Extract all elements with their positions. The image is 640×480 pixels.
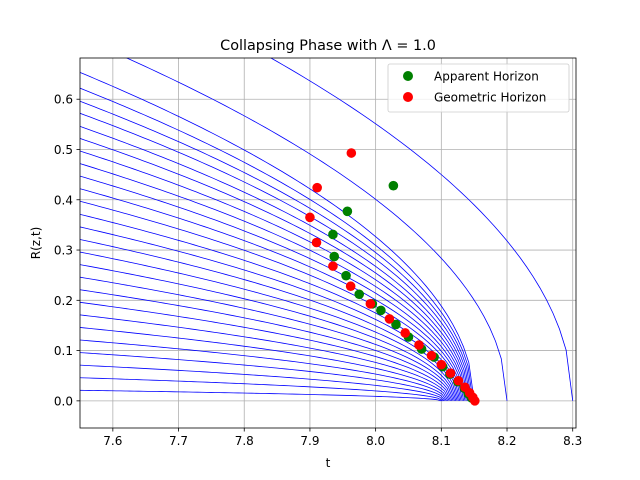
legend: Apparent Horizon Geometric Horizon	[387, 63, 570, 113]
trajectory-curve-23	[80, 339, 447, 402]
geometric-horizon-point	[414, 340, 424, 350]
trajectory-curve-25	[80, 364, 445, 402]
trajectory-curve-6	[80, 125, 470, 401]
legend-box	[387, 63, 570, 113]
trajectory-curve-3	[80, 87, 474, 401]
geometric-horizon-point	[328, 261, 338, 271]
x-tick-label: 7.9	[300, 434, 319, 448]
apparent-horizon-point	[376, 305, 386, 316]
trajectory-curves	[80, 58, 574, 402]
y-axis-label: R(z,t)	[29, 227, 43, 260]
grid	[80, 58, 576, 428]
apparent-horizon-point	[328, 229, 338, 240]
geometric-horizon-point	[346, 148, 357, 158]
trajectory-curve-17	[80, 264, 455, 401]
x-tick-label: 7.8	[235, 434, 254, 448]
y-tick-label: 0.0	[54, 394, 73, 408]
geometric-horizon-point	[384, 314, 395, 324]
geometric-horizon-point	[312, 182, 322, 193]
y-tick-label: 0.4	[54, 193, 73, 207]
geometric-horizon-point	[311, 237, 322, 248]
geometric-horizon-point	[365, 299, 376, 309]
geometric-horizon-point	[305, 212, 315, 223]
geometric-horizon-point	[436, 359, 447, 370]
trajectory-curve-22	[80, 327, 449, 402]
apparent-horizon-point	[354, 289, 365, 300]
trajectory-curve-11	[80, 188, 463, 401]
y-tick-label: 0.1	[54, 344, 73, 358]
axis-ticks: 7.6 7.7 7.8 7.9 8.0 8.1 8.2 8.3 0.0 0.1 0.2 0.3 0.4 0…	[54, 93, 582, 448]
chart-title: Collapsing Phase with Λ = 1.0	[220, 38, 436, 54]
x-tick-label: 7.7	[169, 434, 188, 448]
geometric-horizon-point	[400, 328, 410, 338]
trajectory-curve-21	[80, 314, 450, 402]
legend-marker-apparent-horizon	[403, 71, 413, 81]
trajectory-curve-27	[80, 389, 442, 402]
legend-label-apparent-horizon: Apparent Horizon	[434, 70, 539, 84]
trajectory-curve-19	[80, 289, 453, 401]
trajectory-curve-12	[80, 200, 462, 401]
x-tick-label: 7.6	[103, 434, 122, 448]
geometric-horizon-point	[445, 368, 456, 379]
trajectory-curve-18	[80, 276, 454, 401]
trajectory-curve-2	[80, 71, 475, 401]
geometric-horizon-point	[345, 281, 356, 292]
apparent-horizon-point	[341, 270, 351, 281]
y-tick-label: 0.5	[54, 143, 73, 157]
geometric-horizon-point	[453, 375, 464, 386]
apparent-horizon-point	[391, 319, 401, 330]
horizon-points	[305, 148, 480, 406]
y-tick-label: 0.6	[54, 93, 73, 107]
geometric-horizon-point	[470, 396, 480, 406]
trajectory-curve-9	[80, 163, 466, 401]
trajectory-curve-16	[80, 251, 457, 401]
trajectory-curve-8	[80, 150, 467, 401]
trajectory-curve-24	[80, 352, 446, 402]
trajectory-curve-15	[80, 239, 458, 401]
trajectory-curve-0	[270, 58, 574, 401]
trajectory-curve-5	[80, 112, 471, 401]
trajectory-curve-1	[125, 58, 508, 401]
geometric-horizon-point	[426, 350, 437, 361]
trajectory-curve-26	[80, 377, 443, 402]
x-tick-label: 8.1	[432, 434, 451, 448]
y-tick-label: 0.3	[54, 244, 73, 258]
x-tick-label: 8.2	[497, 434, 516, 448]
apparent-horizon-point	[329, 251, 340, 262]
legend-label-geometric-horizon: Geometric Horizon	[434, 91, 546, 105]
x-tick-label: 8.3	[563, 434, 582, 448]
x-axis-label: t	[326, 456, 331, 470]
trajectory-curve-4	[80, 100, 472, 401]
apparent-horizon-point	[388, 180, 399, 191]
trajectory-curve-7	[80, 138, 468, 401]
legend-marker-geometric-horizon	[403, 92, 413, 102]
y-tick-label: 0.2	[54, 294, 73, 308]
trajectory-curve-14	[80, 226, 459, 401]
trajectory-curve-20	[80, 301, 451, 402]
plot-frame	[79, 57, 577, 429]
apparent-horizon-point	[342, 206, 353, 217]
trajectory-curve-10	[80, 175, 465, 401]
x-tick-label: 8.0	[366, 434, 385, 448]
